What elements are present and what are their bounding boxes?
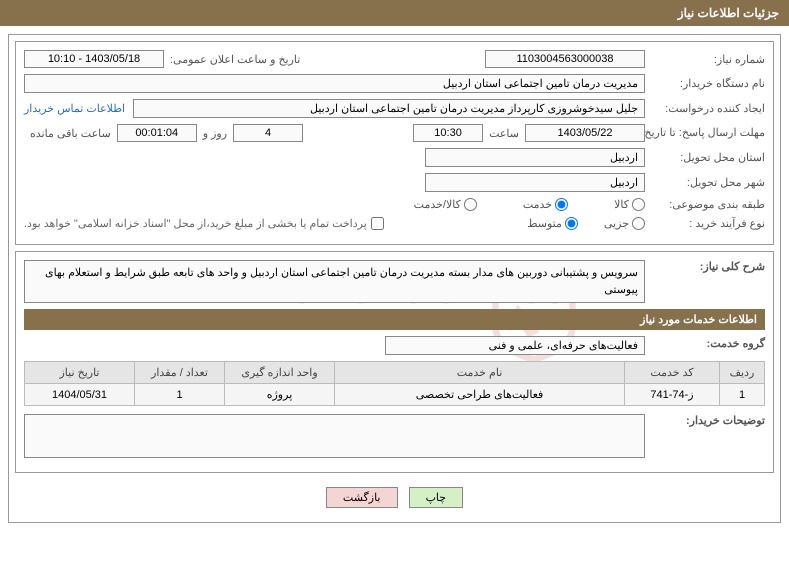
city-field: اردبیل xyxy=(425,173,645,192)
row-desc: شرح کلی نیاز: سرویس و پشتیبانی دوربین ها… xyxy=(24,260,765,303)
td-unit: پروژه xyxy=(225,384,335,406)
buyer-field: مدیریت درمان تامین اجتماعی استان اردبیل xyxy=(24,74,645,93)
details-box: شماره نیاز: 1103004563000038 تاریخ و ساع… xyxy=(15,41,774,245)
radio-kala-khedmat[interactable]: کالا/خدمت xyxy=(414,198,477,211)
page-title: جزئیات اطلاعات نیاز xyxy=(678,6,779,20)
radio-medium-input[interactable] xyxy=(565,217,578,230)
row-buyer: نام دستگاه خریدار: مدیریت درمان تامین اج… xyxy=(24,74,765,93)
payment-checkbox[interactable] xyxy=(371,217,384,230)
th-qty: تعداد / مقدار xyxy=(135,362,225,384)
announce-label: تاریخ و ساعت اعلان عمومی: xyxy=(164,53,300,66)
row-province: استان محل تحویل: اردبیل xyxy=(24,148,765,167)
announce-field: 1403/05/18 - 10:10 xyxy=(24,50,164,68)
services-box: شرح کلی نیاز: سرویس و پشتیبانی دوربین ها… xyxy=(15,251,774,473)
group-label: گروه خدمت: xyxy=(645,337,765,350)
buyer-label: نام دستگاه خریدار: xyxy=(645,77,765,90)
page-header: جزئیات اطلاعات نیاز xyxy=(0,0,789,26)
th-row: ردیف xyxy=(720,362,765,384)
remain-label: ساعت باقی مانده xyxy=(24,127,117,140)
radio-khedmat-label: خدمت xyxy=(523,198,552,211)
row-process: نوع فرآیند خرید : جزیی متوسط پرداخت تمام… xyxy=(24,217,765,230)
row-group: گروه خدمت: فعالیت‌های حرفه‌ای، علمی و فن… xyxy=(24,336,765,355)
buyer-notes-field xyxy=(24,414,645,458)
radio-kk-input[interactable] xyxy=(464,198,477,211)
back-button[interactable]: بازگشت xyxy=(326,487,398,508)
radio-partial-label: جزیی xyxy=(604,217,629,230)
payment-checkbox-wrap: پرداخت تمام یا بخشی از مبلغ خرید،از محل … xyxy=(24,217,384,230)
th-name: نام خدمت xyxy=(335,362,625,384)
deadline-date-field: 1403/05/22 xyxy=(525,124,645,142)
td-row: 1 xyxy=(720,384,765,406)
requester-label: ایجاد کننده درخواست: xyxy=(645,102,765,115)
radio-partial[interactable]: جزیی xyxy=(604,217,645,230)
row-need-no: شماره نیاز: 1103004563000038 تاریخ و ساع… xyxy=(24,50,765,68)
outer-frame: AriaTender.net شماره نیاز: 1103004563000… xyxy=(8,34,781,523)
radio-kala[interactable]: کالا xyxy=(614,198,645,211)
row-deadline: مهلت ارسال پاسخ: تا تاریخ: 1403/05/22 سا… xyxy=(24,124,765,142)
th-unit: واحد اندازه گیری xyxy=(225,362,335,384)
th-code: کد خدمت xyxy=(625,362,720,384)
table-row: 1 ز-74-741 فعالیت‌های طراحی تخصصی پروژه … xyxy=(25,384,765,406)
province-field: اردبیل xyxy=(425,148,645,167)
th-date: تاریخ نیاز xyxy=(25,362,135,384)
group-field: فعالیت‌های حرفه‌ای، علمی و فنی xyxy=(385,336,645,355)
province-label: استان محل تحویل: xyxy=(645,151,765,164)
td-code: ز-74-741 xyxy=(625,384,720,406)
days-label: روز و xyxy=(197,127,233,140)
radio-kk-label: کالا/خدمت xyxy=(414,198,461,211)
remain-time-field: 00:01:04 xyxy=(117,124,197,142)
services-header: اطلاعات خدمات مورد نیاز xyxy=(24,309,765,330)
deadline-time-field: 10:30 xyxy=(413,124,483,142)
radio-kala-label: کالا xyxy=(614,198,629,211)
contact-link[interactable]: اطلاعات تماس خریدار xyxy=(24,102,133,115)
category-label: طبقه بندی موضوعی: xyxy=(645,198,765,211)
process-radios: جزیی متوسط xyxy=(527,217,645,230)
row-requester: ایجاد کننده درخواست: جلیل سیدخوشروزی کار… xyxy=(24,99,765,118)
radio-kala-input[interactable] xyxy=(632,198,645,211)
services-table: ردیف کد خدمت نام خدمت واحد اندازه گیری ت… xyxy=(24,361,765,406)
payment-note: پرداخت تمام یا بخشی از مبلغ خرید،از محل … xyxy=(24,217,367,230)
process-label: نوع فرآیند خرید : xyxy=(645,217,765,230)
category-radios: کالا خدمت کالا/خدمت xyxy=(414,198,645,211)
radio-medium-label: متوسط xyxy=(527,217,562,230)
button-row: چاپ بازگشت xyxy=(15,479,774,516)
radio-khedmat-input[interactable] xyxy=(555,198,568,211)
desc-label: شرح کلی نیاز: xyxy=(645,260,765,273)
desc-field: سرویس و پشتیبانی دوربین های مدار بسته مد… xyxy=(24,260,645,303)
row-buyer-notes: توضیحات خریدار: xyxy=(24,414,765,458)
deadline-label: مهلت ارسال پاسخ: تا تاریخ: xyxy=(645,126,765,140)
days-field: 4 xyxy=(233,124,303,142)
need-no-label: شماره نیاز: xyxy=(645,53,765,66)
td-qty: 1 xyxy=(135,384,225,406)
need-no-field: 1103004563000038 xyxy=(485,50,645,68)
row-city: شهر محل تحویل: اردبیل xyxy=(24,173,765,192)
radio-medium[interactable]: متوسط xyxy=(527,217,578,230)
row-category: طبقه بندی موضوعی: کالا خدمت کالا/خدمت xyxy=(24,198,765,211)
td-date: 1404/05/31 xyxy=(25,384,135,406)
requester-field: جلیل سیدخوشروزی کارپرداز مدیریت درمان تا… xyxy=(133,99,645,118)
td-name: فعالیت‌های طراحی تخصصی xyxy=(335,384,625,406)
table-header-row: ردیف کد خدمت نام خدمت واحد اندازه گیری ت… xyxy=(25,362,765,384)
print-button[interactable]: چاپ xyxy=(409,487,464,508)
radio-partial-input[interactable] xyxy=(632,217,645,230)
radio-khedmat[interactable]: خدمت xyxy=(523,198,568,211)
time-label: ساعت xyxy=(483,127,525,140)
buyer-notes-label: توضیحات خریدار: xyxy=(645,414,765,427)
city-label: شهر محل تحویل: xyxy=(645,176,765,189)
